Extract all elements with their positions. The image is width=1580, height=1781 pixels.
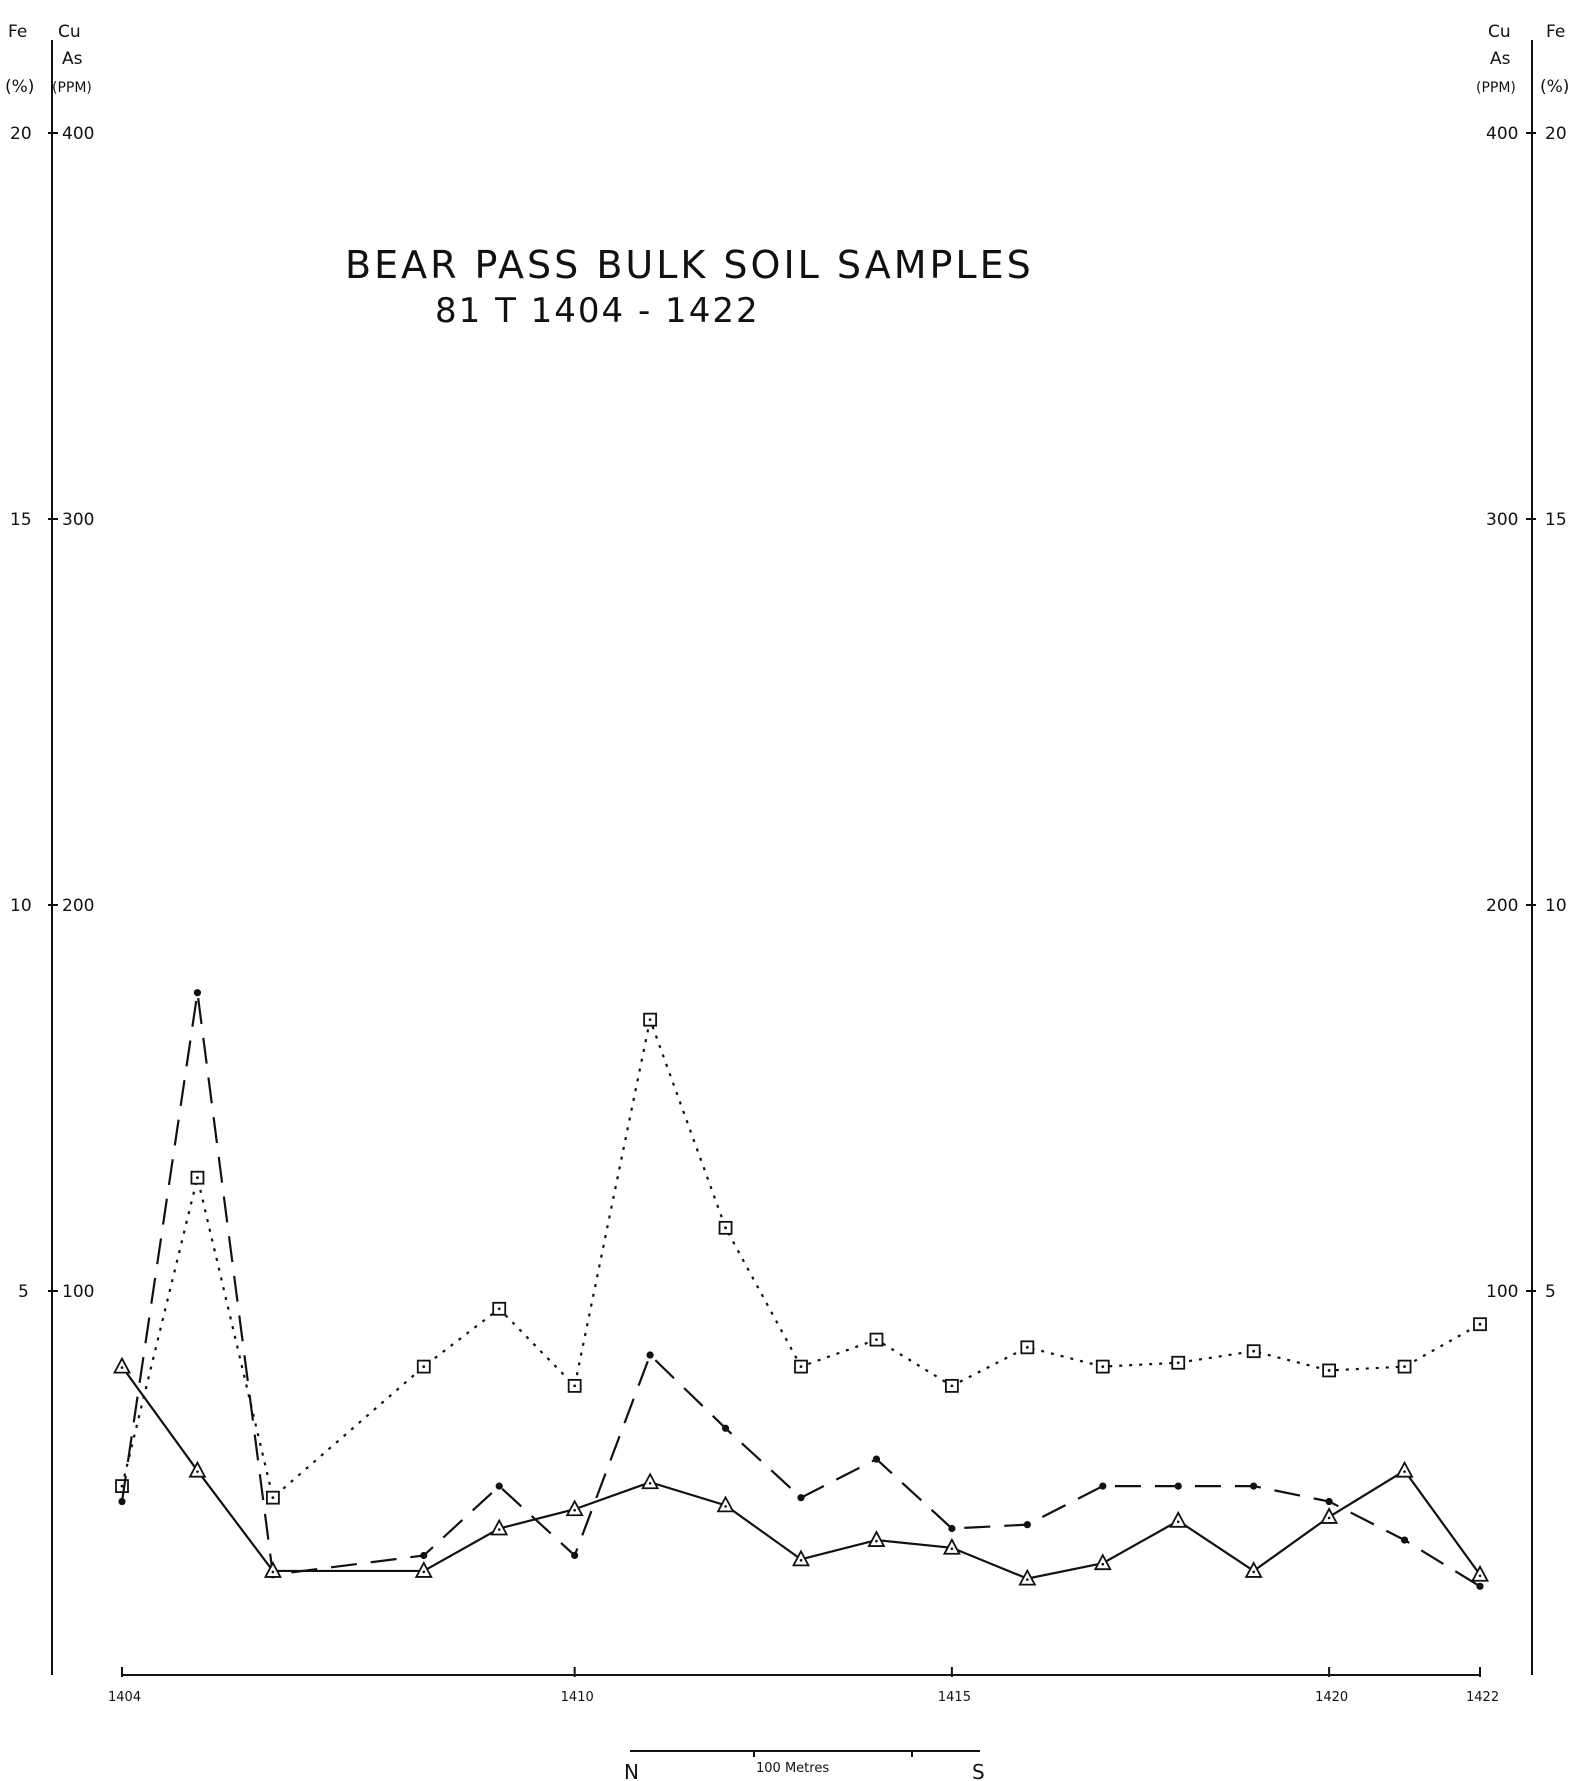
scale-bar: N 100 Metres S — [624, 1750, 985, 1781]
series-square-point-1412 — [718, 1220, 733, 1235]
series-layer — [112, 989, 1490, 1590]
series-dot-point-1421 — [1400, 1536, 1409, 1544]
series-square-point-1411 — [643, 1012, 658, 1027]
left-as-label: As — [62, 49, 83, 69]
left-ppm-tick-200: 200 — [62, 896, 94, 916]
series-square-point-1408 — [416, 1359, 431, 1374]
right-fe-tick-15: 15 — [1545, 510, 1567, 530]
left-y-ticks: 20 15 10 5 400 300 200 100 — [10, 124, 94, 1302]
series-dot-point-1422 — [1476, 1582, 1484, 1590]
left-fe-tick-20: 20 — [10, 124, 32, 144]
right-ppm-tick-100: 100 — [1486, 1282, 1518, 1302]
left-cu-label: Cu — [58, 22, 81, 42]
series-triangle-point-1411 — [641, 1472, 660, 1490]
series-triangle-point-1414 — [867, 1530, 886, 1547]
series-triangle-point-1415 — [942, 1537, 961, 1555]
series-triangle-point-1416 — [1018, 1568, 1037, 1586]
scale-bar-south: S — [972, 1760, 985, 1781]
series-triangle-point-1409 — [490, 1518, 509, 1536]
x-tick-label-1422: 1422 — [1466, 1690, 1499, 1705]
right-fe-unit: (%) — [1540, 77, 1569, 97]
series-dot-point-1413 — [797, 1494, 805, 1502]
chart-subtitle: 81 T 1404 - 1422 — [435, 291, 760, 331]
series-square-point-1415 — [944, 1378, 959, 1393]
series-square-point-1410 — [567, 1378, 582, 1393]
left-fe-tick-5: 5 — [18, 1282, 29, 1302]
left-fe-tick-10: 10 — [10, 896, 32, 916]
series-dot-point-1419 — [1250, 1482, 1258, 1490]
series-triangle-point-1405 — [188, 1460, 207, 1478]
series-dot-point-1409 — [495, 1482, 503, 1490]
series-square-point-1421 — [1397, 1359, 1412, 1374]
left-ppm-tick-300: 300 — [62, 510, 94, 530]
right-ppm-tick-200: 200 — [1486, 896, 1518, 916]
right-ppm-unit: (PPM) — [1476, 80, 1516, 96]
series-dot-point-1410 — [571, 1551, 579, 1560]
left-ppm-tick-400: 400 — [62, 124, 94, 144]
series-square-point-1419 — [1246, 1344, 1261, 1359]
series-triangle-line — [121, 1365, 1481, 1580]
series-square-point-1406 — [265, 1490, 280, 1505]
series-triangle-point-1417 — [1093, 1553, 1112, 1571]
series-square-line — [120, 1015, 1481, 1500]
series-triangle-point-1419 — [1244, 1561, 1263, 1578]
series-triangle-point-1406 — [263, 1561, 282, 1578]
x-tick-label-1420: 1420 — [1315, 1690, 1348, 1705]
series-square-point-1420 — [1322, 1363, 1337, 1378]
x-axis-ticks: 1404 1410 1415 1420 1422 — [108, 1667, 1499, 1705]
series-dot-point-1414 — [872, 1455, 881, 1463]
right-fe-tick-5: 5 — [1545, 1282, 1556, 1302]
series-triangle-point-1410 — [565, 1499, 584, 1517]
scale-bar-north: N — [624, 1760, 639, 1781]
series-dot-point-1411 — [646, 1351, 654, 1359]
left-fe-unit: (%) — [5, 77, 34, 97]
x-tick-label-1415: 1415 — [938, 1690, 971, 1705]
series-square-point-1409 — [492, 1301, 507, 1316]
series-square-point-1416 — [1020, 1340, 1035, 1355]
x-tick-label-1410: 1410 — [561, 1690, 594, 1705]
series-square-point-1414 — [869, 1332, 884, 1347]
series-square-point-1422 — [1473, 1317, 1487, 1332]
left-ppm-unit: (PPM) — [52, 80, 92, 96]
series-dot-point-1415 — [948, 1524, 956, 1533]
series-triangle-point-1408 — [414, 1561, 433, 1578]
chart-title: BEAR PASS BULK SOIL SAMPLES — [345, 243, 1034, 287]
left-fe-label: Fe — [8, 22, 27, 42]
series-square-point-1417 — [1095, 1359, 1110, 1374]
right-fe-tick-20: 20 — [1545, 124, 1567, 144]
right-ppm-tick-400: 400 — [1486, 124, 1518, 144]
right-fe-label: Fe — [1546, 22, 1565, 42]
series-square-point-1418 — [1171, 1355, 1186, 1370]
series-triangle-point-1418 — [1169, 1510, 1188, 1528]
series-dot-point-1404 — [118, 1497, 126, 1506]
series-dot-point-1418 — [1174, 1482, 1182, 1490]
series-square-point-1413 — [794, 1359, 808, 1374]
x-tick-label-1404: 1404 — [108, 1690, 141, 1705]
series-dot-point-1417 — [1099, 1482, 1107, 1490]
series-dot-point-1416 — [1023, 1521, 1031, 1529]
series-square-point-1404 — [115, 1479, 129, 1494]
series-triangle-point-1421 — [1395, 1460, 1414, 1478]
series-triangle-point-1413 — [791, 1549, 811, 1567]
left-ppm-tick-100: 100 — [62, 1282, 94, 1302]
right-y-ticks: 400 300 200 100 20 15 10 5 — [1486, 124, 1567, 1302]
series-triangle-point-1420 — [1320, 1507, 1339, 1524]
series-dot-point-1420 — [1325, 1497, 1333, 1506]
series-dot-line — [120, 992, 1481, 1588]
series-triangle-point-1404 — [112, 1356, 132, 1374]
right-fe-tick-10: 10 — [1545, 896, 1567, 916]
series-triangle-point-1422 — [1470, 1564, 1490, 1582]
series-square-point-1405 — [190, 1170, 205, 1185]
right-ppm-tick-300: 300 — [1486, 510, 1518, 530]
right-cu-label: Cu — [1488, 22, 1511, 42]
series-dot-point-1408 — [420, 1551, 428, 1560]
scale-bar-label: 100 Metres — [756, 1761, 829, 1776]
left-fe-tick-15: 15 — [10, 510, 32, 530]
right-as-label: As — [1490, 49, 1511, 69]
series-dot-point-1405 — [193, 989, 202, 997]
series-dot-point-1412 — [721, 1424, 730, 1432]
series-triangle-point-1412 — [716, 1495, 735, 1513]
